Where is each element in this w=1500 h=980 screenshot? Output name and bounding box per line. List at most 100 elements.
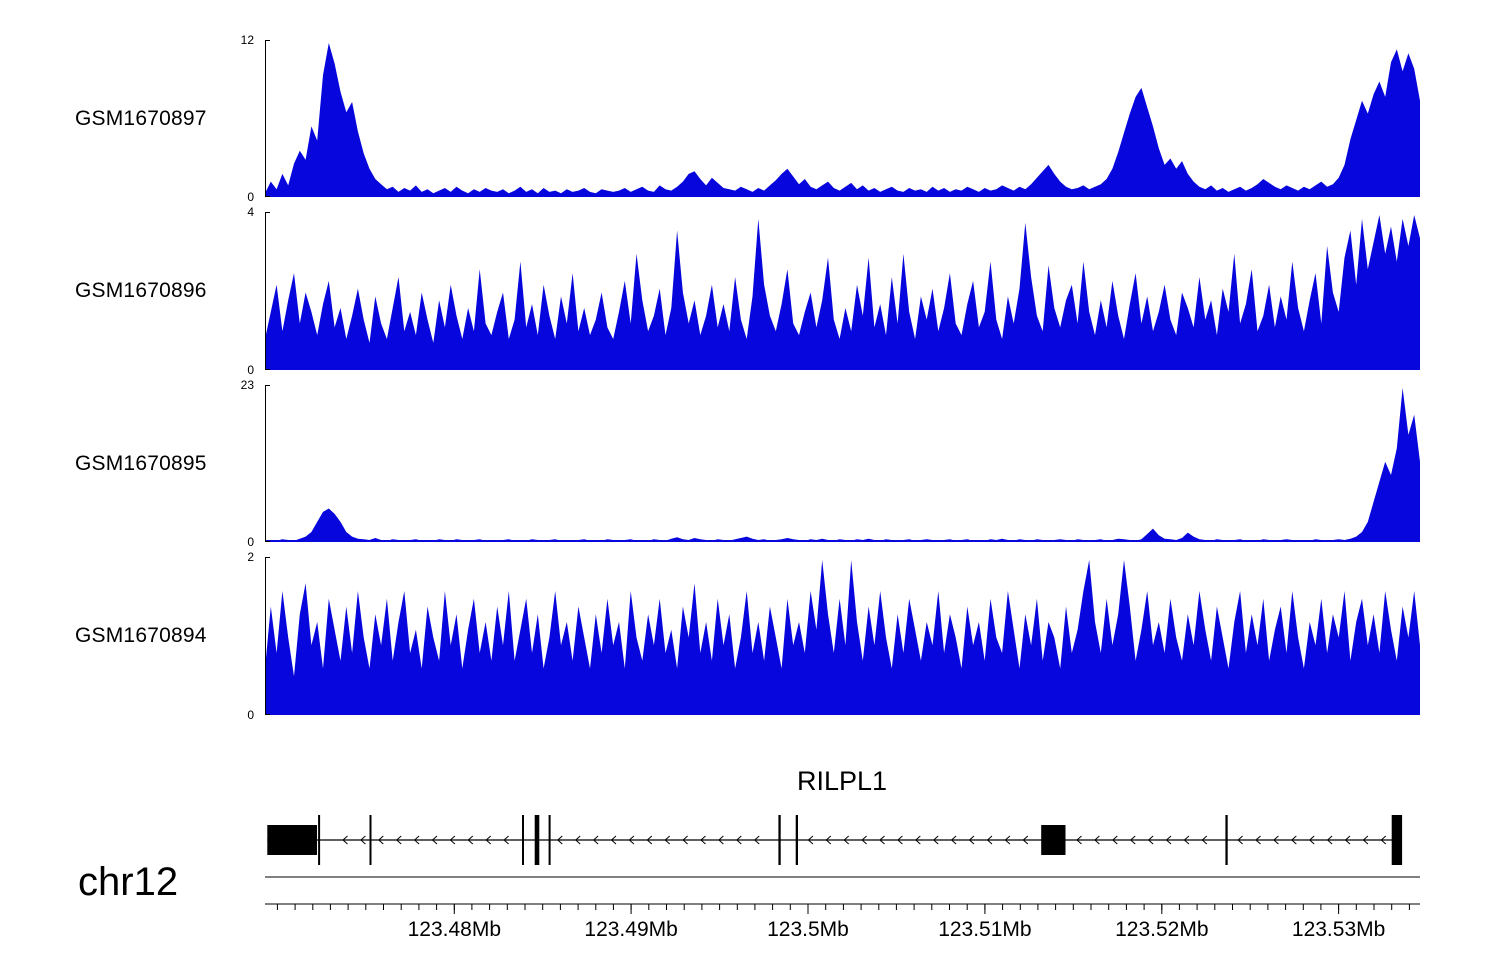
exon-box <box>267 825 317 855</box>
coverage-area <box>265 43 1420 197</box>
strand-arrow <box>485 835 492 845</box>
strand-arrow <box>395 835 402 845</box>
exon-box <box>1391 815 1403 865</box>
y-axis-zero-label: 0 <box>247 190 254 204</box>
exon-box <box>548 815 551 865</box>
exon-box <box>534 815 540 865</box>
strand-arrow <box>1147 835 1154 845</box>
coverage-baseline <box>265 195 1420 197</box>
strand-arrow <box>592 835 599 845</box>
coverage-area <box>265 215 1420 370</box>
y-axis-max-label: 4 <box>247 205 254 219</box>
coverage-track-chart <box>265 557 1420 715</box>
strand-arrow <box>825 835 832 845</box>
strand-arrow <box>342 835 348 845</box>
strand-arrow <box>1291 835 1297 845</box>
strand-arrow <box>1094 835 1100 845</box>
strand-arrow <box>1004 835 1011 845</box>
strand-arrow <box>807 835 814 845</box>
strand-arrow <box>897 835 903 845</box>
axis-tick-label: 123.51Mb <box>938 918 1031 941</box>
y-axis-zero-label: 0 <box>247 708 254 722</box>
strand-arrow <box>915 835 921 845</box>
strand-arrow <box>950 835 957 845</box>
strand-arrow <box>1129 835 1136 845</box>
strand-arrow <box>431 835 438 845</box>
chromosome-label: chr12 <box>78 860 179 904</box>
exon-box <box>522 815 524 865</box>
strand-arrow <box>843 835 850 845</box>
strand-arrow <box>610 835 617 845</box>
y-axis-max-label: 23 <box>240 378 254 392</box>
strand-arrow <box>360 835 366 845</box>
strand-arrow <box>1344 835 1351 845</box>
strand-arrow <box>1255 835 1261 845</box>
track-row-gsm1670894: GSM1670894 2 0 <box>0 550 1500 722</box>
track-label: GSM1670895 <box>75 451 207 475</box>
strand-arrow <box>574 835 581 845</box>
strand-arrow <box>753 835 760 845</box>
axis-tick-label: 123.49Mb <box>584 918 677 941</box>
strand-arrow <box>1380 835 1387 845</box>
strand-arrow <box>986 835 993 845</box>
strand-arrow <box>736 835 742 845</box>
strand-arrow <box>968 835 975 845</box>
strand-arrow <box>1112 835 1118 845</box>
coverage-baseline <box>265 540 1420 542</box>
strand-arrow <box>628 835 635 845</box>
strand-arrow <box>664 835 671 845</box>
coverage-track-chart <box>265 212 1420 370</box>
axis-tick-label: 123.5Mb <box>767 918 849 941</box>
strand-arrow <box>1362 835 1369 845</box>
gene-name-label: RILPL1 <box>796 766 888 796</box>
track-label: GSM1670897 <box>75 106 207 130</box>
y-axis-zero-label: 0 <box>247 363 254 377</box>
y-axis-max-label: 2 <box>247 550 254 564</box>
strand-arrow <box>646 835 653 845</box>
exon-box <box>1225 815 1228 865</box>
strand-arrow <box>861 835 867 845</box>
exon-box <box>778 815 781 865</box>
coverage-area <box>265 560 1420 715</box>
coverage-baseline <box>265 713 1420 715</box>
axis-tick-label: 123.53Mb <box>1292 918 1385 941</box>
strand-arrow <box>1308 835 1315 845</box>
track-label: GSM1670896 <box>75 279 207 302</box>
genome-axis: 123.48Mb 123.49Mb 123.5Mb 123.51Mb 123.52Mb 1… <box>265 876 1420 941</box>
exon-box <box>795 815 798 865</box>
strand-arrow <box>503 835 509 845</box>
strand-arrow <box>1237 835 1243 845</box>
strand-arrow <box>449 835 456 845</box>
strand-arrow <box>1273 835 1279 845</box>
exon-box <box>1041 825 1066 855</box>
strand-arrow <box>378 835 384 845</box>
track-label: GSM1670894 <box>75 624 207 647</box>
strand-arrow <box>879 835 885 845</box>
y-axis-max-label: 12 <box>240 33 254 47</box>
axis-tick-label: 123.52Mb <box>1115 918 1208 941</box>
strand-arrow <box>682 835 688 845</box>
strand-arrow <box>413 835 420 845</box>
strand-arrow <box>1022 835 1029 845</box>
exon-box <box>318 815 321 865</box>
strand-arrow <box>718 835 724 845</box>
strand-arrow <box>557 835 563 845</box>
axis-tick-label: 123.48Mb <box>408 918 501 941</box>
strand-arrow <box>1201 835 1208 845</box>
strand-arrow <box>467 835 474 845</box>
coverage-baseline <box>265 368 1420 370</box>
track-row-gsm1670897: GSM1670897 12 0 <box>0 33 1500 204</box>
track-row-gsm1670896: GSM1670896 4 0 <box>0 205 1500 377</box>
strand-arrow <box>1326 835 1333 845</box>
strand-arrow <box>700 835 706 845</box>
strand-arrow <box>932 835 939 845</box>
strand-arrow <box>1165 835 1172 845</box>
coverage-track-chart <box>265 385 1420 542</box>
exon-box <box>369 815 372 865</box>
coverage-track-chart <box>265 40 1420 197</box>
coverage-area <box>265 388 1420 542</box>
track-row-gsm1670895: GSM1670895 23 0 <box>0 378 1500 549</box>
y-axis-zero-label: 0 <box>247 535 254 549</box>
gene-model <box>267 815 1403 865</box>
